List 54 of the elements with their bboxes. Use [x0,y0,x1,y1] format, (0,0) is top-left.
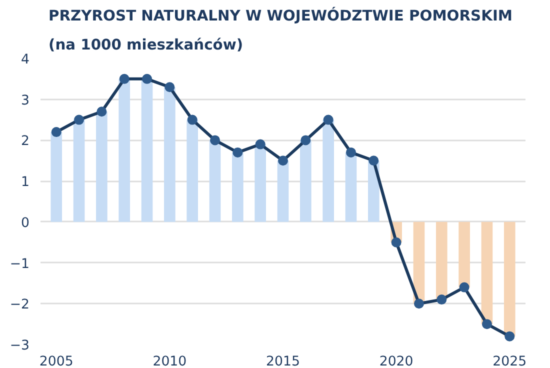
bar [322,120,334,222]
y-tick-label: −3 [10,338,30,354]
bar [232,152,244,222]
bar [141,78,153,222]
bar [164,87,176,222]
point [51,127,62,138]
y-tick-label: 2 [21,134,30,150]
point [255,139,266,150]
x-tick-label: 2005 [39,354,74,368]
point [164,82,175,92]
y-tick-label: 3 [21,93,30,108]
y-tick-label: −2 [10,298,30,313]
point [346,147,356,158]
chart-subtitle: (na 1000 mieszkańców) [48,36,244,54]
x-tick-label: 2015 [266,354,300,368]
point [187,114,198,125]
bar [209,140,221,222]
y-tick-label: 0 [21,216,30,231]
x-tick-label: 2025 [492,354,527,368]
bar [186,120,198,222]
point [96,106,107,117]
bar [277,160,289,222]
point [278,156,288,166]
point [74,114,84,125]
bar [73,120,85,222]
point [232,147,243,158]
point [142,74,152,84]
bar [254,144,266,222]
point [482,319,492,330]
point [210,135,220,146]
y-tick-label: 1 [21,175,30,190]
x-tick-label: 2020 [379,354,414,368]
point [436,294,447,305]
bar [458,222,470,288]
y-tick-label: 4 [21,52,30,68]
point [119,74,130,84]
point [391,237,402,248]
x-tick-label: 2010 [152,354,187,368]
point [368,156,379,166]
bar [50,132,62,222]
bar [118,78,130,222]
point [459,282,470,292]
point [414,298,424,309]
bar [504,222,516,336]
point [504,331,515,342]
point [300,135,311,146]
bar [96,112,108,222]
y-tick-label: −1 [10,256,30,272]
bar [436,222,448,300]
bar [300,140,312,222]
bar [481,222,493,324]
point [323,114,334,125]
chart-title: PRZYROST NATURALNY W WOJEWÓDZTWIE POMORSKIM [48,6,512,24]
bar [345,152,357,222]
